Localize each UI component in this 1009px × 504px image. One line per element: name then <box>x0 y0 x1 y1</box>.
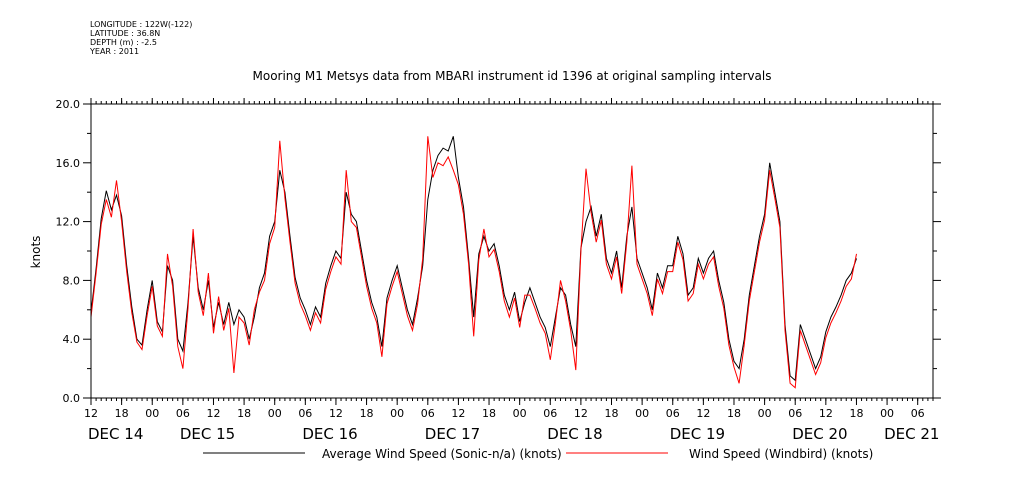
x-hour-label: 06 <box>421 407 435 420</box>
x-date-label: DEC 14 <box>88 425 143 443</box>
x-hour-label: 12 <box>819 407 833 420</box>
series-layer <box>90 136 857 389</box>
x-hour-label: 06 <box>788 407 802 420</box>
latitude-info: LATITUDE : 36.8N <box>90 29 161 38</box>
y-tick-label: 16.0 <box>56 157 81 170</box>
depth-info: DEPTH (m) : -2.5 <box>90 38 157 47</box>
legend-label-average: Average Wind Speed (Sonic-n/a) (knots) <box>322 447 562 461</box>
x-date-label: DEC 18 <box>547 425 602 443</box>
chart-title: Mooring M1 Metsys data from MBARI instru… <box>253 69 772 83</box>
axis-ticks: 0.0 4.0 8.0 12.0 16.0 20.0 12 18 00 06 12 18 00 06 12 1… <box>56 98 941 443</box>
series-line-windbird-wind-speed <box>90 136 857 389</box>
x-hour-label: 12 <box>696 407 710 420</box>
x-hour-label: 06 <box>298 407 312 420</box>
plot-frame <box>90 103 934 399</box>
series-line-average-wind-speed <box>90 136 857 382</box>
x-hour-label: 00 <box>880 407 894 420</box>
x-hour-label: 06 <box>911 407 925 420</box>
plot-border <box>90 103 934 399</box>
x-hour-label: 12 <box>84 407 98 420</box>
y-tick-label: 4.0 <box>63 333 81 346</box>
x-date-label: DEC 21 <box>884 425 939 443</box>
x-date-label: DEC 19 <box>670 425 725 443</box>
legend-label-windbird: Wind Speed (Windbird) (knots) <box>689 447 873 461</box>
x-hour-label: 00 <box>758 407 772 420</box>
x-hour-label: 06 <box>176 407 190 420</box>
x-hour-label: 18 <box>360 407 374 420</box>
x-hour-label: 00 <box>268 407 282 420</box>
y-tick-label: 0.0 <box>63 392 81 405</box>
x-hour-label: 00 <box>145 407 159 420</box>
x-hour-label: 18 <box>605 407 619 420</box>
legend: Average Wind Speed (Sonic-n/a) (knots) W… <box>203 447 873 461</box>
x-hour-label: 06 <box>543 407 557 420</box>
x-date-label: DEC 16 <box>302 425 357 443</box>
longitude-info: LONGITUDE : 122W(-122) <box>90 20 193 29</box>
year-info: YEAR : 2011 <box>90 47 140 56</box>
y-tick-label: 20.0 <box>56 98 81 111</box>
x-hour-label: 12 <box>206 407 220 420</box>
x-hour-label: 00 <box>513 407 527 420</box>
y-tick-label: 12.0 <box>56 216 81 229</box>
x-hour-label: 00 <box>390 407 404 420</box>
y-tick-label: 8.0 <box>63 274 81 287</box>
x-hour-label: 12 <box>574 407 588 420</box>
x-hour-label: 18 <box>115 407 129 420</box>
x-hour-label: 18 <box>849 407 863 420</box>
x-hour-label: 18 <box>237 407 251 420</box>
x-date-label: DEC 20 <box>792 425 847 443</box>
y-axis-label: knots <box>29 236 43 269</box>
x-hour-label: 06 <box>666 407 680 420</box>
x-hour-label: 18 <box>482 407 496 420</box>
x-hour-label: 12 <box>329 407 343 420</box>
x-date-label: DEC 17 <box>425 425 480 443</box>
x-hour-label: 12 <box>451 407 465 420</box>
x-hour-label: 18 <box>727 407 741 420</box>
x-hour-label: 00 <box>635 407 649 420</box>
x-date-label: DEC 15 <box>180 425 235 443</box>
